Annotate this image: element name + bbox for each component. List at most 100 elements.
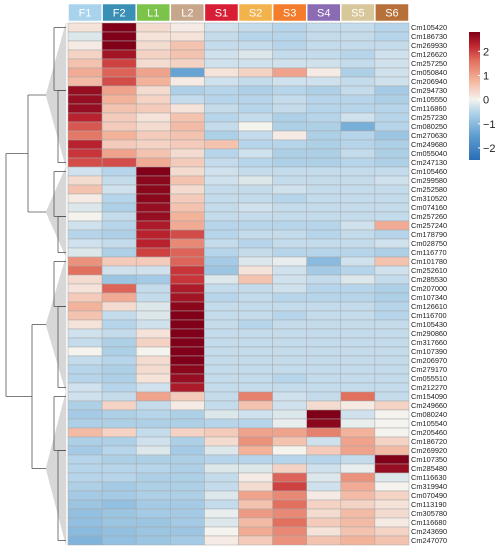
heatmap-cell [272, 148, 307, 159]
heatmap-cell [101, 94, 137, 105]
heatmap-cell [135, 175, 171, 186]
heatmap-cell [135, 310, 171, 321]
column-header-s6 [375, 3, 409, 22]
heatmap-cell [340, 508, 376, 519]
heatmap-cell [67, 130, 103, 141]
heatmap-cell [67, 418, 103, 429]
heatmap-cell [374, 364, 410, 375]
heatmap-cell [306, 220, 342, 231]
column-header-s1 [204, 3, 239, 22]
heatmap-cell [204, 445, 239, 456]
column-label: S2 [249, 8, 262, 20]
heatmap-cell [306, 490, 342, 501]
heatmap-cell [340, 274, 376, 285]
column-label: S3 [283, 8, 296, 20]
heatmap-cell [272, 301, 307, 312]
heatmap-cell [67, 40, 103, 51]
heatmap-cell [306, 148, 342, 159]
heatmap-cell [306, 508, 342, 519]
heatmap-cell [101, 103, 137, 114]
heatmap-cell [101, 355, 137, 366]
heatmap-cell [135, 31, 171, 42]
heatmap-cell [340, 310, 376, 321]
column-label: S6 [385, 8, 398, 20]
heatmap-cell [306, 256, 342, 267]
heatmap-cell [306, 373, 342, 384]
heatmap-cell [204, 58, 239, 69]
heatmap-cell [204, 526, 239, 537]
heatmap-cell [238, 31, 273, 42]
heatmap-cell [238, 400, 273, 411]
heatmap-cell [101, 220, 137, 231]
heatmap-cell [204, 184, 239, 195]
row-label: Cm247130 [411, 158, 447, 167]
heatmap-cell [67, 445, 103, 456]
column-header-l1 [136, 3, 171, 22]
heatmap-cell [238, 148, 273, 159]
heatmap-cell [101, 238, 137, 249]
heatmap-cell [272, 121, 307, 132]
heatmap-cell [374, 202, 410, 213]
heatmap-cell [306, 526, 342, 537]
heatmap-cell [135, 481, 171, 492]
column-label: L2 [181, 8, 193, 20]
heatmap-cell [340, 130, 376, 141]
heatmap-cell [67, 328, 103, 339]
column-label: S1 [215, 8, 228, 20]
cluster-wedge [45, 391, 67, 546]
heatmap-cell [238, 283, 273, 294]
color-legend: 2 1 0 −1 −2 [469, 32, 496, 160]
heatmap-cell [272, 328, 307, 339]
heatmap-cell [67, 58, 103, 69]
heatmap-cell [135, 436, 171, 447]
heatmap-cell [238, 40, 273, 51]
heatmap-cell [238, 355, 273, 366]
heatmap-cell [170, 247, 205, 258]
heatmap-cell [272, 58, 307, 69]
heatmap-cell [374, 166, 410, 177]
heatmap-cell [340, 238, 376, 249]
heatmap-cell [67, 229, 103, 240]
heatmap-cell [340, 283, 376, 294]
heatmap-cell [374, 85, 410, 96]
heatmap-cell [374, 499, 410, 510]
heatmap-cell [340, 409, 376, 420]
column-header-s4 [306, 3, 341, 22]
heatmap-cell [101, 31, 137, 42]
heatmap-cell [135, 445, 171, 456]
heatmap-cell [135, 220, 171, 231]
heatmap-cell [135, 22, 171, 33]
heatmap-cell [272, 310, 307, 321]
row-label: Cm055040 [411, 149, 447, 158]
heatmap-cell [135, 283, 171, 294]
heatmap-cell [238, 490, 273, 501]
heatmap-cell [340, 364, 376, 375]
heatmap-cell [67, 391, 103, 402]
heatmap-cell [238, 319, 273, 330]
heatmap-cell [340, 193, 376, 204]
heatmap-cell [135, 301, 171, 312]
heatmap-cell [272, 157, 307, 168]
heatmap-cell [272, 481, 307, 492]
heatmap-cell [272, 319, 307, 330]
cluster-wedge [45, 256, 67, 393]
heatmap-cell [272, 202, 307, 213]
heatmap-cell [170, 49, 205, 60]
heatmap-cell [374, 31, 410, 42]
heatmap-cell [170, 499, 205, 510]
heatmap-cell [374, 121, 410, 132]
heatmap-cell [340, 400, 376, 411]
heatmap-cell [101, 301, 137, 312]
heatmap-cell [204, 355, 239, 366]
heatmap-cell [67, 238, 103, 249]
column-header-l2 [170, 3, 205, 22]
row-label: Cm116630 [411, 473, 447, 482]
heatmap-cell [306, 49, 342, 60]
heatmap-cell [272, 490, 307, 501]
heatmap-cell [238, 175, 273, 186]
heatmap-cell [204, 400, 239, 411]
heatmap-cell [67, 256, 103, 267]
heatmap-cell [204, 427, 239, 438]
heatmap-cell [67, 148, 103, 159]
heatmap-cells [67, 22, 410, 546]
